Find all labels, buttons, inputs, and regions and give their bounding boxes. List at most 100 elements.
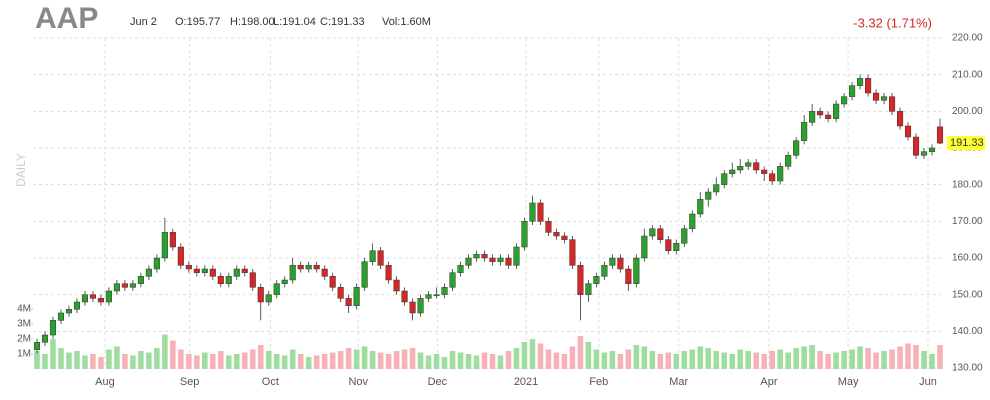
candle-body	[433, 294, 440, 296]
volume-bar	[905, 343, 911, 369]
x-tick-label: Apr	[760, 376, 777, 388]
volume-bar	[849, 349, 855, 369]
y-tick-label: 220.00	[952, 33, 983, 44]
volume-bar	[122, 354, 128, 369]
candle-body	[920, 151, 928, 156]
candle-body	[625, 268, 632, 284]
period-label: DAILY	[14, 153, 28, 187]
candle-body	[713, 184, 720, 193]
candle-body	[649, 228, 656, 237]
x-tick-label: 2021	[514, 376, 538, 388]
header-date: Jun 2	[130, 16, 157, 28]
candle-body	[665, 239, 672, 251]
candle-body	[481, 254, 488, 259]
volume-bar	[321, 354, 328, 369]
volume-bar	[641, 346, 648, 369]
candle-body	[329, 276, 336, 288]
candle-body	[553, 232, 560, 237]
volume-bar	[233, 354, 240, 369]
volume-bar	[537, 343, 544, 369]
volume-bar	[449, 351, 456, 369]
symbol: AAP	[35, 2, 98, 35]
candle-body	[297, 265, 304, 270]
candle-body	[609, 257, 616, 266]
volume-bar	[393, 351, 400, 369]
candle-body	[785, 155, 792, 167]
candle-body	[89, 294, 96, 299]
candle-body	[777, 166, 784, 182]
volume-bar	[553, 352, 560, 369]
volume-bar	[505, 351, 512, 369]
candle-body	[193, 268, 200, 273]
x-tick-label: Jun	[919, 376, 937, 388]
volume-bar	[210, 354, 216, 369]
candle-body	[904, 125, 912, 138]
volume-bar	[465, 354, 472, 369]
candle-body	[177, 246, 184, 266]
volume-bar	[178, 349, 184, 369]
candle-body	[241, 268, 248, 273]
candle-body	[257, 287, 264, 303]
y-tick-label: 210.00	[952, 69, 983, 80]
header-low: L:191.04	[273, 16, 316, 28]
volume-bar	[673, 354, 680, 369]
volume-bar	[489, 354, 496, 369]
volume-bar	[305, 357, 312, 369]
volume-bar	[162, 334, 168, 369]
volume-bar	[745, 351, 752, 369]
volume-bar	[98, 357, 104, 369]
volume-bar	[737, 349, 744, 369]
candle-body	[761, 169, 768, 174]
volume-bar	[457, 352, 464, 369]
candle-body	[497, 257, 504, 262]
volume-bar	[265, 351, 272, 369]
volume-bar	[337, 351, 344, 369]
volume-bar	[425, 355, 432, 369]
volume-bar	[681, 351, 688, 369]
candle-body	[577, 265, 584, 295]
volume-bar	[601, 352, 608, 369]
volume-bar	[777, 349, 783, 369]
volume-bar	[793, 348, 799, 369]
volume-bar	[257, 345, 264, 369]
candle-body	[801, 122, 808, 141]
volume-bar	[409, 348, 416, 369]
volume-bar	[697, 346, 704, 369]
volume-bar	[545, 349, 552, 369]
candle-body	[809, 111, 816, 123]
candle-body	[737, 166, 744, 171]
candle-body	[681, 228, 688, 244]
volume-bar	[617, 354, 624, 369]
candle-body	[489, 257, 496, 262]
x-tick-label: May	[838, 376, 859, 388]
volume-bar	[186, 354, 192, 369]
y-tick-label: 150.00	[952, 289, 983, 300]
volume-bar	[825, 354, 831, 369]
candle-body	[745, 162, 752, 167]
volume-bar	[74, 351, 80, 369]
volume-bar	[593, 349, 600, 369]
candle-body	[273, 283, 280, 295]
x-tick-label: Nov	[348, 376, 368, 388]
header-volume: Vol:1.60M	[382, 16, 431, 28]
volume-bar	[881, 351, 887, 369]
volume-bar	[106, 349, 112, 369]
candle-body	[521, 221, 528, 248]
candle-body	[289, 265, 296, 281]
volume-bar	[401, 349, 408, 369]
volume-bar	[194, 355, 200, 369]
volume-bar	[513, 348, 520, 369]
volume-bar	[705, 348, 712, 369]
x-tick-label: Mar	[669, 376, 688, 388]
volume-bar	[689, 349, 696, 369]
volume-bar	[90, 354, 96, 369]
candle-body	[585, 283, 592, 295]
candle-body	[465, 257, 472, 266]
volume-bar	[761, 354, 767, 369]
candle-body	[401, 290, 408, 303]
candle-body	[345, 298, 352, 306]
candle-body	[153, 257, 160, 270]
candle-body	[705, 191, 712, 200]
volume-bar	[34, 351, 40, 369]
candle-body	[657, 228, 664, 240]
